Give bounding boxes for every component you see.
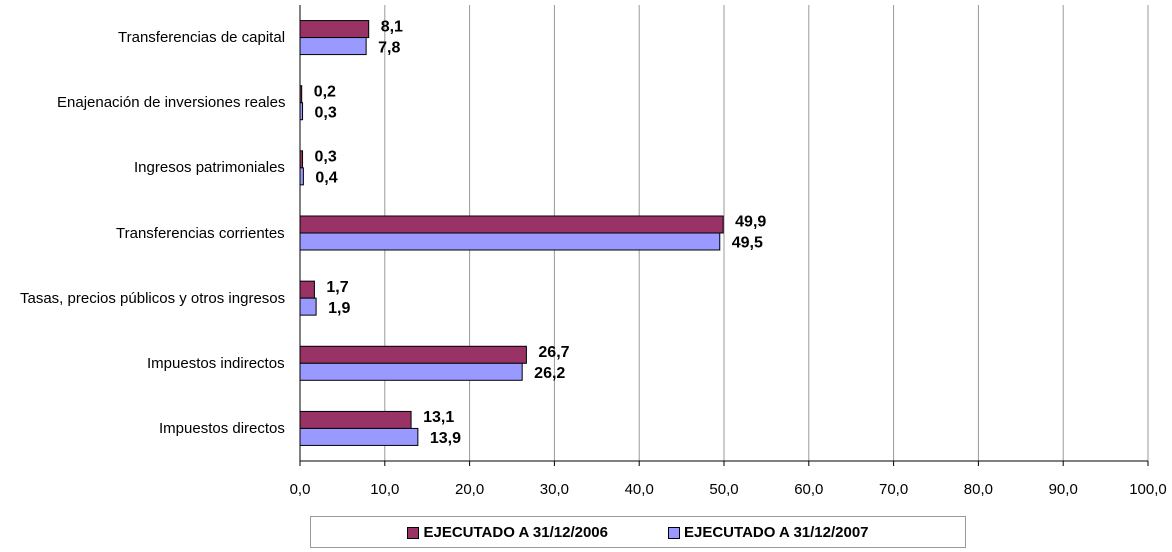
data-label: 13,1 (423, 409, 454, 426)
legend: EJECUTADO A 31/12/2006 EJECUTADO A 31/12/… (310, 516, 966, 548)
category-label: Impuestos indirectos (147, 354, 285, 372)
bar (299, 345, 527, 364)
bar (299, 410, 412, 429)
bar (299, 427, 419, 446)
data-label: 0,3 (315, 149, 337, 166)
data-label: 0,2 (314, 83, 336, 100)
bar (299, 232, 721, 251)
x-tick-label: 70,0 (879, 481, 908, 498)
category-label: Enajenación de inversiones reales (57, 94, 286, 112)
data-label: 26,7 (538, 344, 569, 361)
bar (299, 362, 523, 381)
bar (299, 215, 724, 234)
x-tick-label: 10,0 (370, 481, 399, 498)
bar (299, 20, 370, 39)
category-label: Transferencias de capital (118, 29, 286, 47)
bar (299, 37, 367, 56)
x-tick-label: 30,0 (540, 481, 569, 498)
legend-item: EJECUTADO A 31/12/2006 (407, 524, 608, 541)
x-tick-label: 60,0 (794, 481, 823, 498)
bar (299, 102, 304, 121)
legend-label: EJECUTADO A 31/12/2006 (423, 523, 608, 541)
category-label: Impuestos directos (159, 419, 285, 437)
x-tick-label: 100,0 (1129, 481, 1167, 498)
x-tick-label: 50,0 (709, 481, 738, 498)
data-label: 0,3 (315, 104, 337, 121)
data-label: 49,9 (735, 214, 766, 231)
data-label: 1,9 (328, 300, 350, 317)
data-label: 7,8 (378, 39, 400, 56)
legend-item: EJECUTADO A 31/12/2007 (668, 524, 869, 541)
legend-swatch (407, 526, 420, 539)
bar (299, 85, 303, 104)
data-label: 1,7 (326, 279, 348, 296)
data-label: 13,9 (430, 430, 461, 447)
bar (299, 167, 304, 186)
bar (299, 150, 304, 169)
x-tick-label: 20,0 (455, 481, 484, 498)
category-label: Transferencias corrientes (116, 224, 285, 242)
data-label: 26,2 (534, 365, 565, 382)
bar (299, 280, 315, 299)
category-label: Tasas, precios públicos y otros ingresos (20, 289, 286, 307)
x-tick-label: 90,0 (1049, 481, 1078, 498)
data-label: 49,5 (732, 235, 763, 252)
legend-label: EJECUTADO A 31/12/2007 (684, 523, 869, 541)
data-label: 0,4 (315, 170, 337, 187)
bar (299, 297, 317, 316)
data-label: 8,1 (381, 18, 403, 35)
category-label: Ingresos patrimoniales (134, 159, 285, 177)
x-tick-label: 40,0 (625, 481, 654, 498)
legend-swatch (668, 526, 680, 539)
x-tick-label: 0,0 (290, 481, 311, 498)
x-tick-label: 80,0 (964, 481, 993, 498)
